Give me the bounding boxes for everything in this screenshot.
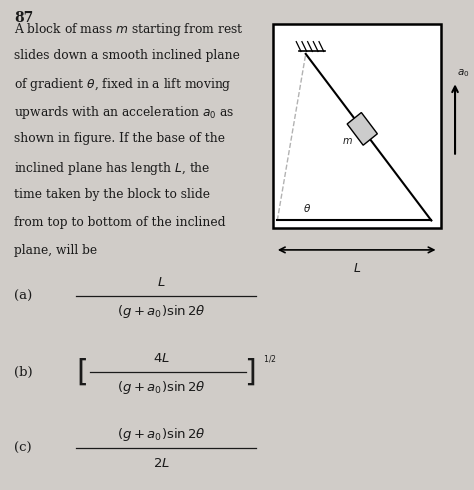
Text: $(g + a_0)\sin 2\theta$: $(g + a_0)\sin 2\theta$	[117, 379, 206, 395]
Text: $m$: $m$	[342, 136, 353, 146]
Bar	[347, 113, 377, 145]
Text: (a): (a)	[14, 290, 33, 303]
Text: $L$: $L$	[157, 276, 165, 289]
Text: inclined plane has length $L$, the: inclined plane has length $L$, the	[14, 160, 211, 177]
Text: (c): (c)	[14, 442, 32, 455]
Text: upwards with an acceleration $a_0$ as: upwards with an acceleration $a_0$ as	[14, 104, 235, 122]
Text: $\theta$: $\theta$	[302, 202, 311, 214]
Text: $^{1/2}$: $^{1/2}$	[263, 355, 277, 365]
Text: $]$: $]$	[244, 357, 255, 388]
Text: from top to bottom of the inclined: from top to bottom of the inclined	[14, 216, 226, 229]
Text: time taken by the block to slide: time taken by the block to slide	[14, 188, 210, 201]
Text: (b): (b)	[14, 366, 33, 379]
Text: $(g + a_0)\sin 2\theta$: $(g + a_0)\sin 2\theta$	[117, 303, 206, 319]
Text: $[$: $[$	[76, 357, 87, 388]
Text: $4L$: $4L$	[153, 352, 170, 365]
Text: of gradient $\theta$, fixed in a lift moving: of gradient $\theta$, fixed in a lift mo…	[14, 76, 232, 94]
Text: slides down a smooth inclined plane: slides down a smooth inclined plane	[14, 49, 240, 62]
Text: 87: 87	[14, 11, 34, 25]
Text: A block of mass $m$ starting from rest: A block of mass $m$ starting from rest	[14, 21, 244, 38]
Text: $L$: $L$	[353, 262, 361, 275]
Text: plane, will be: plane, will be	[14, 244, 97, 257]
Text: $2L$: $2L$	[153, 457, 170, 469]
Bar	[273, 24, 441, 228]
Text: $(g + a_0)\sin 2\theta$: $(g + a_0)\sin 2\theta$	[117, 426, 206, 443]
Text: shown in figure. If the base of the: shown in figure. If the base of the	[14, 132, 225, 146]
Text: $a_0$: $a_0$	[457, 67, 470, 79]
